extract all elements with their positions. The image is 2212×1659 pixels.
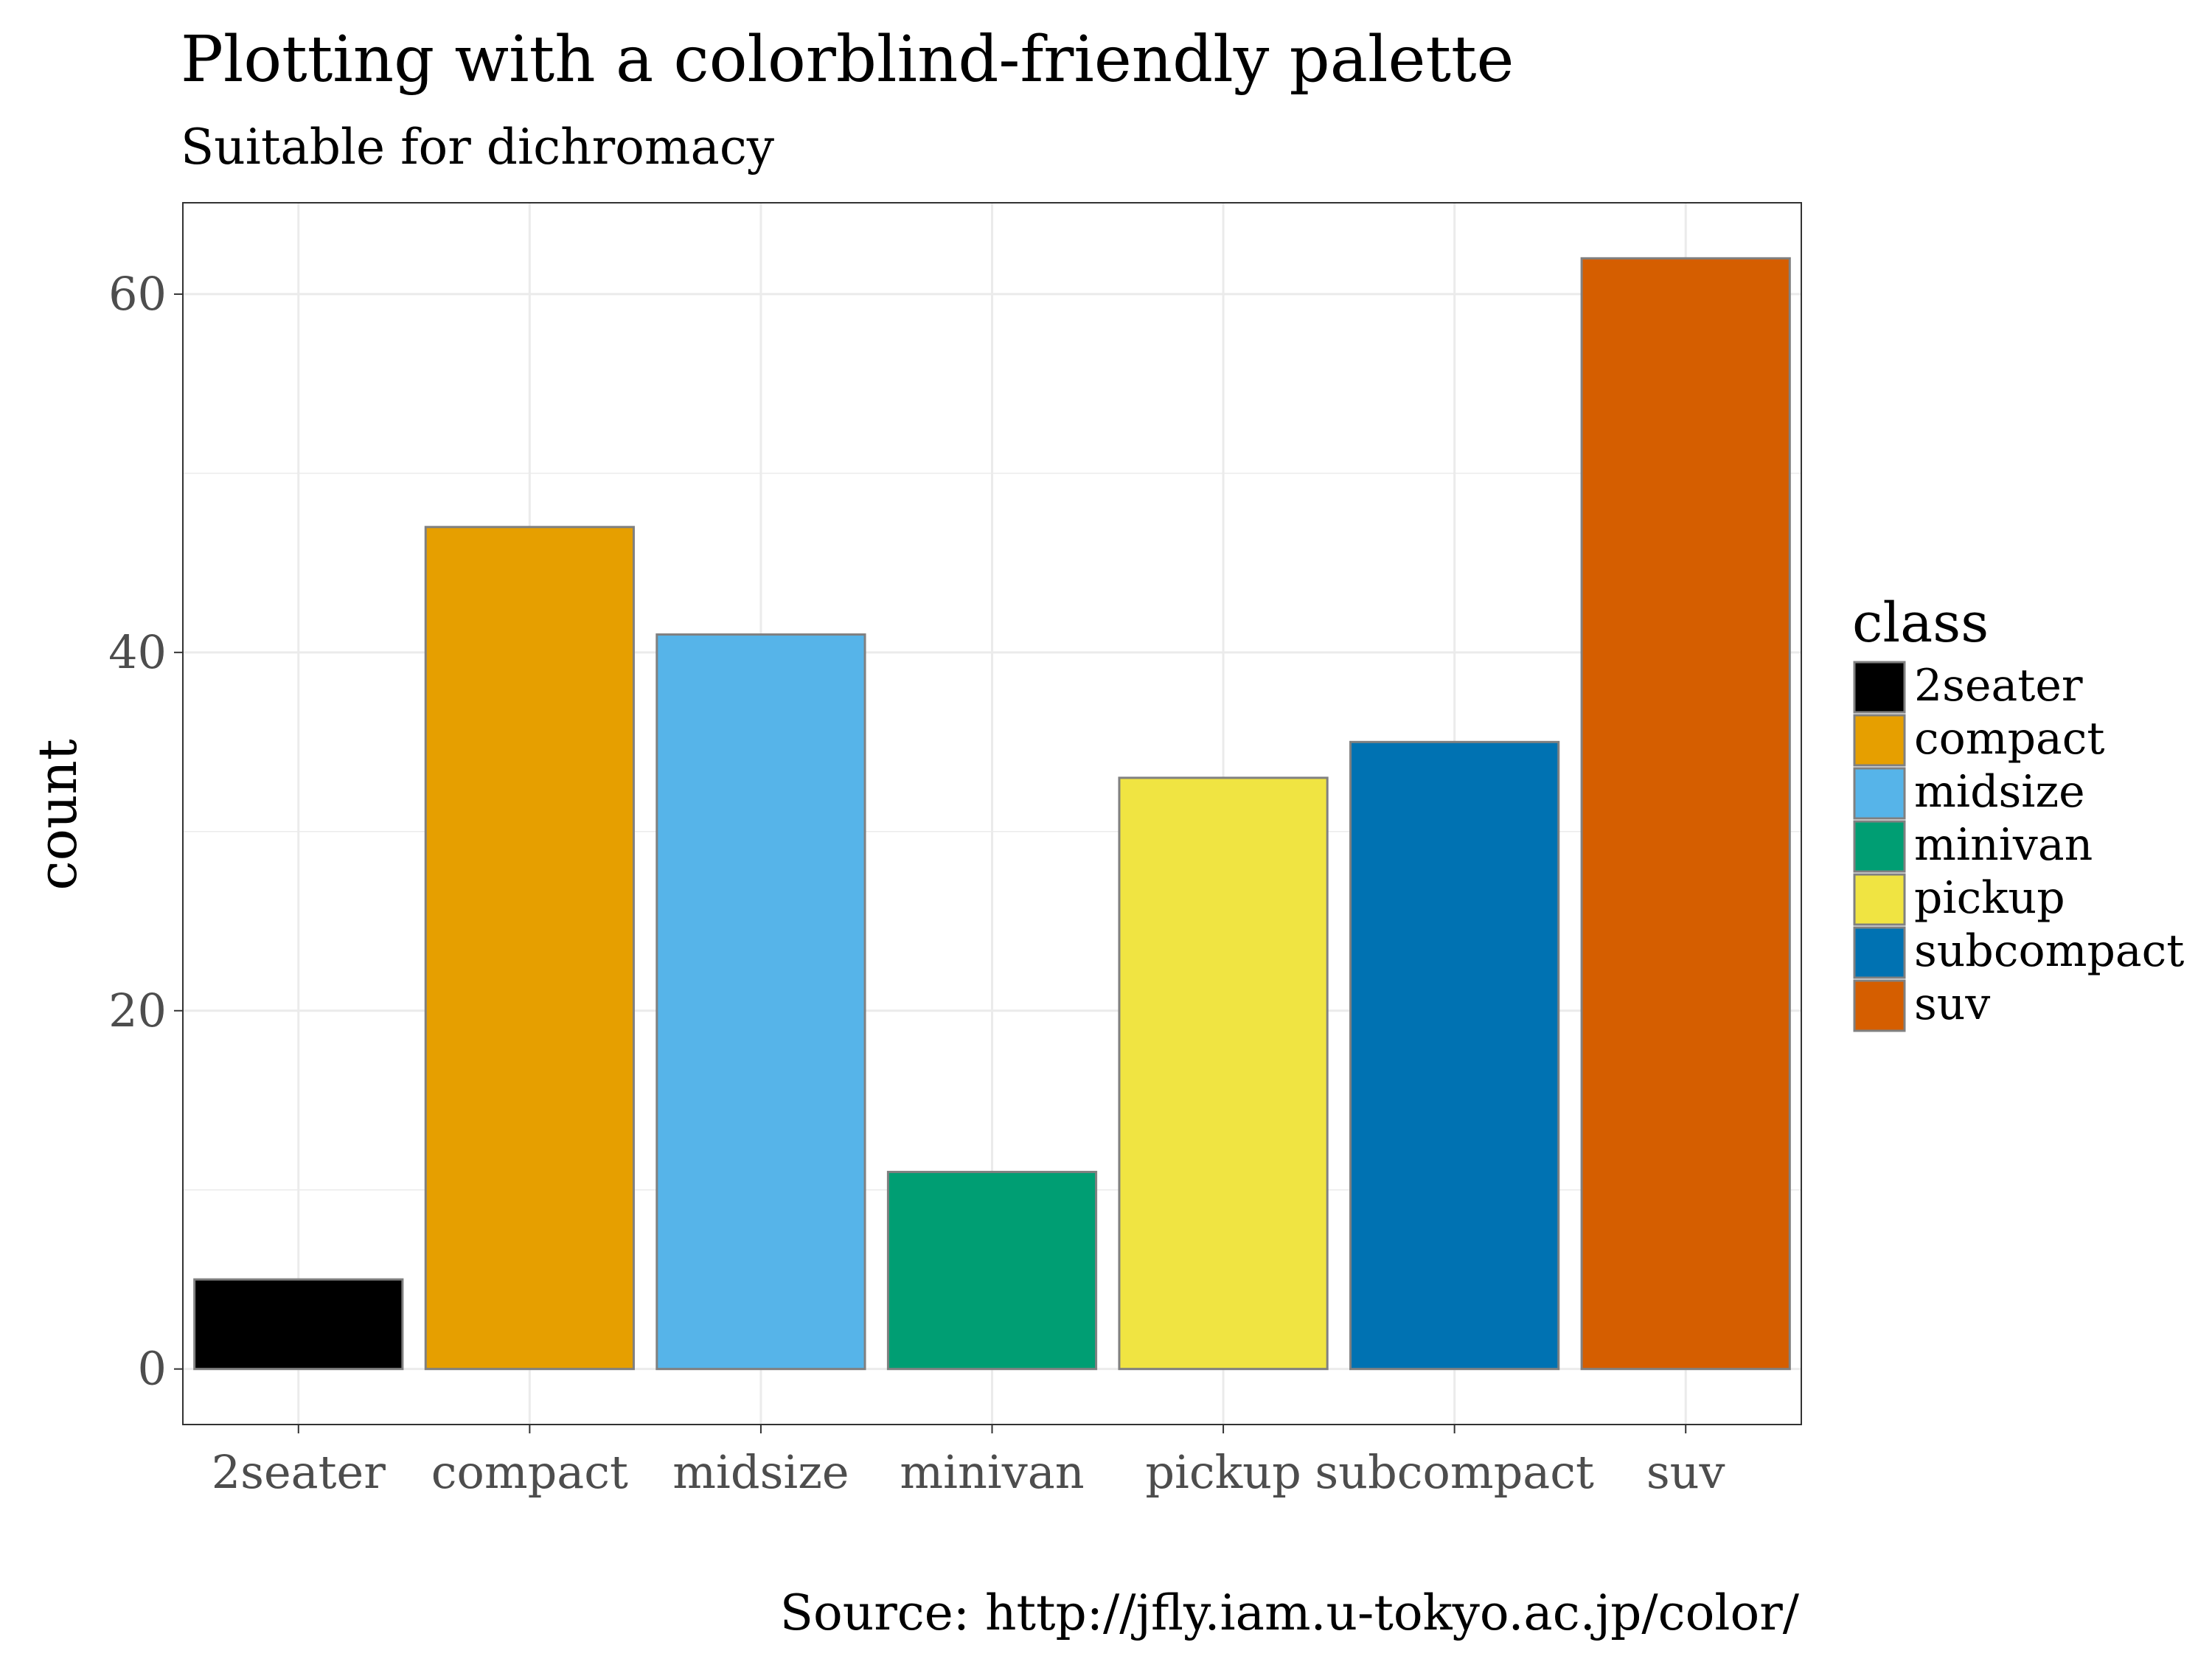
bar-suv [1580,257,1791,1371]
y-tick-label: 0 [138,1342,167,1396]
legend-label: 2seater [1914,660,2083,712]
x-tick-label: compact [431,1445,628,1499]
legend-key-midsize [1853,767,1906,820]
legend-key-suv [1853,979,1906,1032]
legend-label: subcompact [1914,925,2184,977]
bar-2seater [193,1278,404,1371]
y-tick-label: 60 [108,267,167,321]
y-axis-title: count [27,739,88,890]
chart-caption: Source: http://jfly.iam.u-tokyo.ac.jp/co… [780,1585,1800,1641]
legend-label: pickup [1914,872,2065,924]
legend-label: minivan [1914,819,2093,871]
bar-subcompact [1349,740,1560,1371]
x-tick-label: minivan [900,1445,1084,1499]
x-tick-label: pickup [1145,1445,1301,1499]
y-tick-label: 40 [108,625,167,679]
bar-minivan [886,1170,1098,1371]
legend-label: compact [1914,713,2105,765]
chart-subtitle: Suitable for dichromacy [181,119,775,175]
bar-pickup [1118,776,1329,1371]
x-axis: 2seater compact midsize minivan pickup subcom… [212,1425,1725,1499]
legend-key-subcompact [1853,926,1906,979]
legend-label: midsize [1914,766,2085,818]
x-tick-label: subcompact [1315,1445,1594,1499]
bar-compact [424,526,635,1371]
legend: class 2seatercompactmidsizeminivanpickup… [1852,591,2184,1032]
x-tick-label: suv [1646,1445,1725,1499]
x-tick-label: 2seater [212,1445,386,1499]
bar-midsize [655,633,866,1371]
y-tick-label: 20 [108,984,167,1037]
legend-title: class [1852,591,1989,655]
chart-title: Plotting with a colorblind-friendly pale… [181,23,1514,97]
x-tick-label: midsize [672,1445,849,1499]
y-axis: 0 20 40 60 [108,267,183,1396]
legend-key-minivan [1853,820,1906,873]
legend-key-compact [1853,714,1906,767]
legend-key-pickup [1853,873,1906,926]
legend-key-2seater [1853,661,1906,714]
legend-label: suv [1914,978,1990,1030]
bars [193,257,1791,1371]
